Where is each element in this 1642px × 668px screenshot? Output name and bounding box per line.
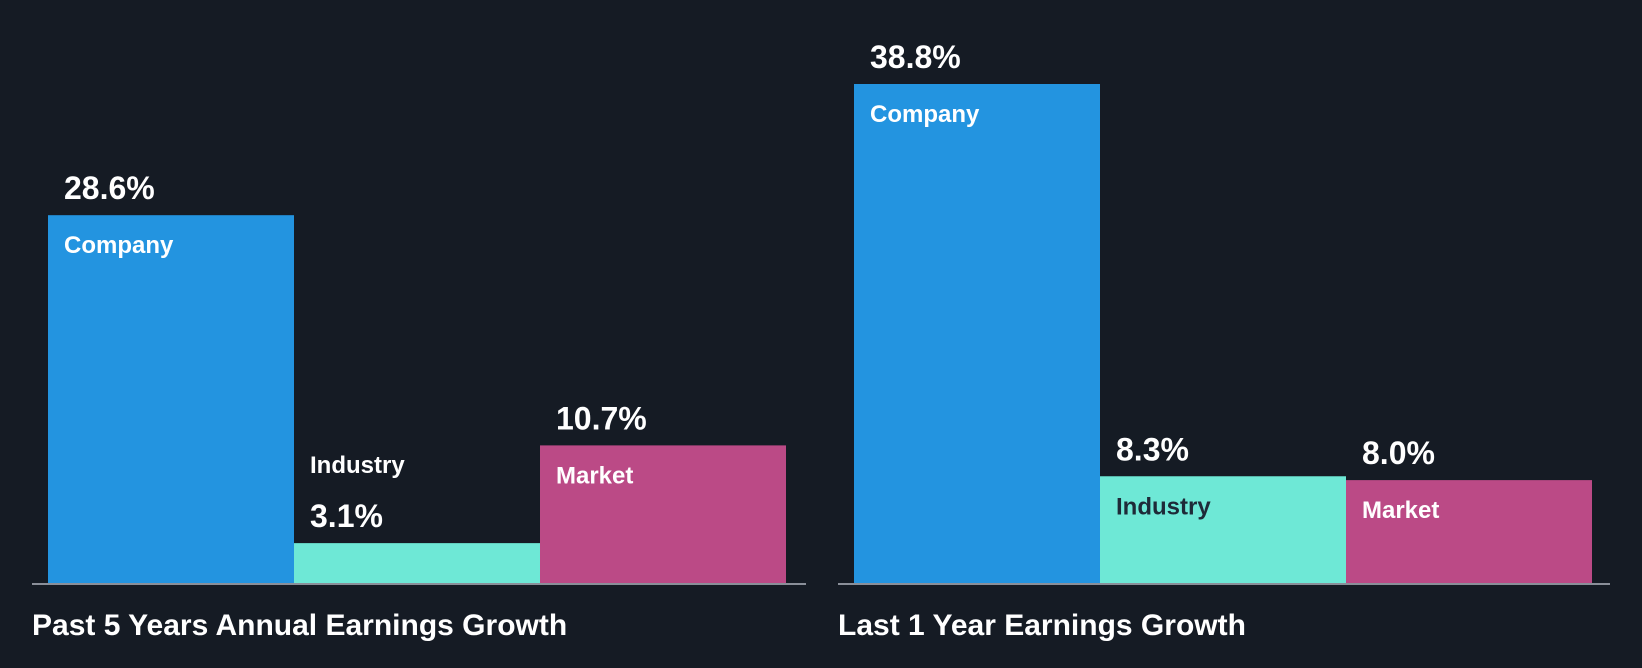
bar-company <box>854 84 1100 583</box>
bar-industry <box>1100 476 1346 583</box>
bar-industry <box>294 543 540 583</box>
bar-label-market: Market <box>1362 497 1439 524</box>
chart-title: Last 1 Year Earnings Growth <box>838 609 1246 642</box>
bar-market <box>1346 480 1592 583</box>
bar-market <box>540 445 786 583</box>
chart-title: Past 5 Years Annual Earnings Growth <box>32 609 567 642</box>
bar-label-company: Company <box>64 232 174 259</box>
value-label-company: 28.6% <box>64 170 155 206</box>
value-label-industry: 3.1% <box>310 498 383 534</box>
bar-company <box>48 215 294 583</box>
bar-label-company: Company <box>870 101 980 128</box>
value-label-company: 38.8% <box>870 39 961 75</box>
value-label-market: 8.0% <box>1362 435 1435 471</box>
value-label-market: 10.7% <box>556 400 647 436</box>
bar-label-market: Market <box>556 462 633 489</box>
value-label-industry: 8.3% <box>1116 431 1189 467</box>
bar-label-industry: Industry <box>310 452 405 479</box>
chart-panel-last-1-year: Company 38.8% Industry 8.3% Market 8.0% Last 1… <box>838 39 1610 642</box>
bar-label-industry: Industry <box>1116 493 1211 520</box>
chart-panel-past-5-years: Company 28.6% Industry 3.1% Market 10.7% Past … <box>32 170 806 642</box>
